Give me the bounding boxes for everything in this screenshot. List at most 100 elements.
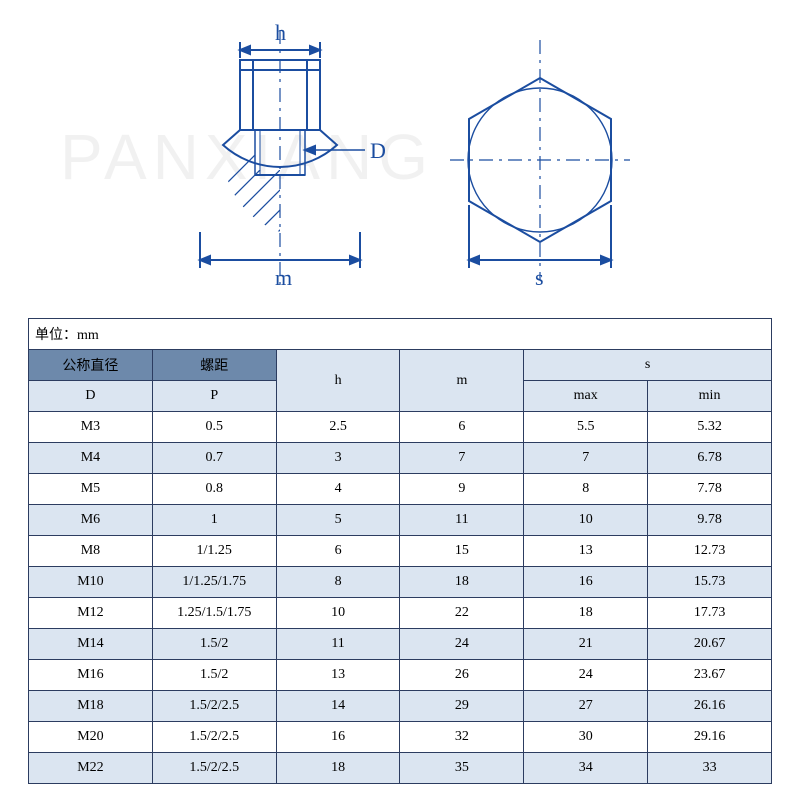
cell-D: M5 (29, 474, 153, 505)
cell-h: 4 (276, 474, 400, 505)
cell-m: 7 (400, 443, 524, 474)
cell-D: M14 (29, 629, 153, 660)
cell-D: M12 (29, 598, 153, 629)
cell-h: 16 (276, 722, 400, 753)
header-row-1: 公称直径 螺距 h m s (29, 350, 772, 381)
cell-smin: 15.73 (648, 567, 772, 598)
spec-table-area: 单位：mm 公称直径 螺距 h m s D P max min M30.52.5… (28, 318, 772, 784)
cell-smin: 9.78 (648, 505, 772, 536)
table-row: M50.84987.78 (29, 474, 772, 505)
table-row: M101/1.25/1.758181615.73 (29, 567, 772, 598)
cell-m: 29 (400, 691, 524, 722)
cell-smin: 23.67 (648, 660, 772, 691)
cell-smax: 21 (524, 629, 648, 660)
cell-smax: 34 (524, 753, 648, 784)
cell-smax: 8 (524, 474, 648, 505)
cell-m: 22 (400, 598, 524, 629)
cell-smin: 33 (648, 753, 772, 784)
cell-m: 32 (400, 722, 524, 753)
cell-h: 2.5 (276, 412, 400, 443)
col-D: D (29, 381, 153, 412)
cell-D: M18 (29, 691, 153, 722)
col-P: P (152, 381, 276, 412)
cell-m: 9 (400, 474, 524, 505)
table-row: M81/1.256151312.73 (29, 536, 772, 567)
col-h: h (276, 350, 400, 412)
cell-P: 1.5/2 (152, 629, 276, 660)
cell-h: 8 (276, 567, 400, 598)
spec-table: 单位：mm 公称直径 螺距 h m s D P max min M30.52.5… (28, 318, 772, 784)
col-nominal-dia: 公称直径 (29, 350, 153, 381)
dim-h-label: h (275, 20, 286, 45)
cell-D: M6 (29, 505, 153, 536)
col-m: m (400, 350, 524, 412)
cell-D: M8 (29, 536, 153, 567)
cell-P: 1.5/2/2.5 (152, 722, 276, 753)
cell-P: 1.25/1.5/1.75 (152, 598, 276, 629)
unit-label: 单位：mm (29, 319, 772, 350)
cell-smax: 13 (524, 536, 648, 567)
cell-h: 11 (276, 629, 400, 660)
table-row: M61511109.78 (29, 505, 772, 536)
cell-m: 24 (400, 629, 524, 660)
table-body: M30.52.565.55.32M40.73776.78M50.84987.78… (29, 412, 772, 784)
table-row: M30.52.565.55.32 (29, 412, 772, 443)
cell-P: 1.5/2/2.5 (152, 753, 276, 784)
cell-smin: 26.16 (648, 691, 772, 722)
col-pitch: 螺距 (152, 350, 276, 381)
cell-smax: 5.5 (524, 412, 648, 443)
cell-D: M4 (29, 443, 153, 474)
cell-smin: 7.78 (648, 474, 772, 505)
cell-D: M20 (29, 722, 153, 753)
cell-smax: 27 (524, 691, 648, 722)
cap-nut-diagram: h (120, 0, 680, 300)
col-s-min: min (648, 381, 772, 412)
cell-smax: 16 (524, 567, 648, 598)
col-s: s (524, 350, 772, 381)
cell-D: M22 (29, 753, 153, 784)
cell-P: 1.5/2/2.5 (152, 691, 276, 722)
table-row: M40.73776.78 (29, 443, 772, 474)
cell-P: 1/1.25 (152, 536, 276, 567)
cell-m: 15 (400, 536, 524, 567)
dim-D-label: D (370, 138, 386, 163)
cell-smax: 10 (524, 505, 648, 536)
cell-h: 6 (276, 536, 400, 567)
cell-m: 11 (400, 505, 524, 536)
cell-h: 18 (276, 753, 400, 784)
cell-h: 10 (276, 598, 400, 629)
col-s-max: max (524, 381, 648, 412)
cell-smin: 5.32 (648, 412, 772, 443)
cell-smin: 29.16 (648, 722, 772, 753)
table-row: M161.5/213262423.67 (29, 660, 772, 691)
cell-smin: 17.73 (648, 598, 772, 629)
table-row: M141.5/211242120.67 (29, 629, 772, 660)
cell-P: 0.7 (152, 443, 276, 474)
cell-smin: 12.73 (648, 536, 772, 567)
cell-smax: 18 (524, 598, 648, 629)
cell-smax: 30 (524, 722, 648, 753)
cell-P: 0.5 (152, 412, 276, 443)
cell-m: 35 (400, 753, 524, 784)
cell-smax: 7 (524, 443, 648, 474)
dim-s-label: s (535, 265, 544, 290)
cell-P: 1.5/2 (152, 660, 276, 691)
cell-P: 1 (152, 505, 276, 536)
page: PANXIANG PANXIANG (0, 0, 800, 800)
cell-D: M3 (29, 412, 153, 443)
cell-m: 26 (400, 660, 524, 691)
cell-h: 5 (276, 505, 400, 536)
cell-m: 18 (400, 567, 524, 598)
cell-m: 6 (400, 412, 524, 443)
cell-smin: 20.67 (648, 629, 772, 660)
cell-h: 13 (276, 660, 400, 691)
cell-h: 14 (276, 691, 400, 722)
table-row: M221.5/2/2.518353433 (29, 753, 772, 784)
unit-row: 单位：mm (29, 319, 772, 350)
table-row: M121.25/1.5/1.7510221817.73 (29, 598, 772, 629)
cell-smax: 24 (524, 660, 648, 691)
cell-D: M10 (29, 567, 153, 598)
table-row: M181.5/2/2.514292726.16 (29, 691, 772, 722)
cell-D: M16 (29, 660, 153, 691)
table-row: M201.5/2/2.516323029.16 (29, 722, 772, 753)
